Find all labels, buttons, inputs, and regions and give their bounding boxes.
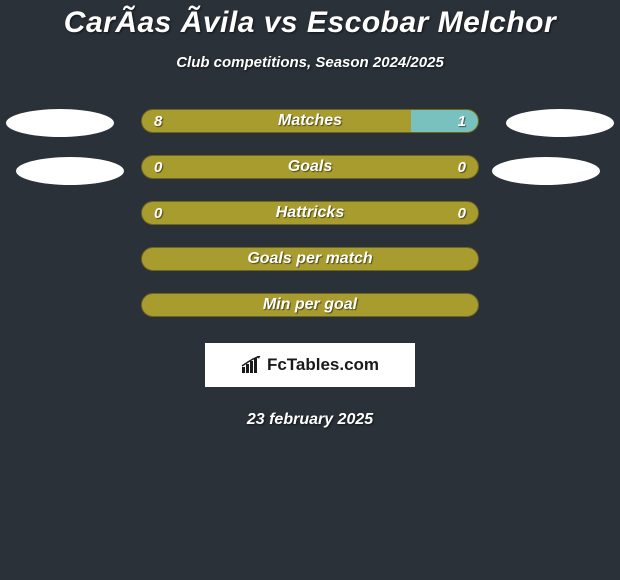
stat-row-matches: 8 Matches 1 bbox=[141, 109, 479, 133]
season-subtitle: Club competitions, Season 2024/2025 bbox=[176, 54, 444, 71]
stat-left-value: 0 bbox=[154, 205, 162, 222]
bar-chart-icon bbox=[241, 356, 263, 374]
player-photo-left-2 bbox=[16, 157, 124, 185]
logo-text-value: FcTables.com bbox=[267, 355, 379, 375]
player-photo-left-1 bbox=[6, 109, 114, 137]
date-label: 23 february 2025 bbox=[247, 411, 373, 429]
player-photo-right-2 bbox=[492, 157, 600, 185]
comparison-card: CarÃ­as Ãvila vs Escobar Melchor Club co… bbox=[0, 0, 620, 429]
stat-label: Goals per match bbox=[142, 250, 478, 268]
logo-label: FcTables.com bbox=[241, 355, 379, 375]
stat-row-min-per-goal: Min per goal bbox=[141, 293, 479, 317]
stat-right-value: 1 bbox=[458, 113, 466, 130]
page-title: CarÃ­as Ãvila vs Escobar Melchor bbox=[64, 6, 556, 40]
stat-label: Goals bbox=[142, 158, 478, 176]
stat-row-hattricks: 0 Hattricks 0 bbox=[141, 201, 479, 225]
player-photo-right-1 bbox=[506, 109, 614, 137]
stats-area: 8 Matches 1 0 Goals 0 0 Hattricks 0 Goal… bbox=[0, 109, 620, 429]
stat-label: Min per goal bbox=[142, 296, 478, 314]
stat-right-value: 0 bbox=[458, 159, 466, 176]
stat-left-value: 8 bbox=[154, 113, 162, 130]
stat-fill-right bbox=[411, 110, 478, 132]
stat-left-value: 0 bbox=[154, 159, 162, 176]
stat-label: Hattricks bbox=[142, 204, 478, 222]
source-logo[interactable]: FcTables.com bbox=[205, 343, 415, 387]
stat-row-goals: 0 Goals 0 bbox=[141, 155, 479, 179]
stat-row-goals-per-match: Goals per match bbox=[141, 247, 479, 271]
stat-right-value: 0 bbox=[458, 205, 466, 222]
